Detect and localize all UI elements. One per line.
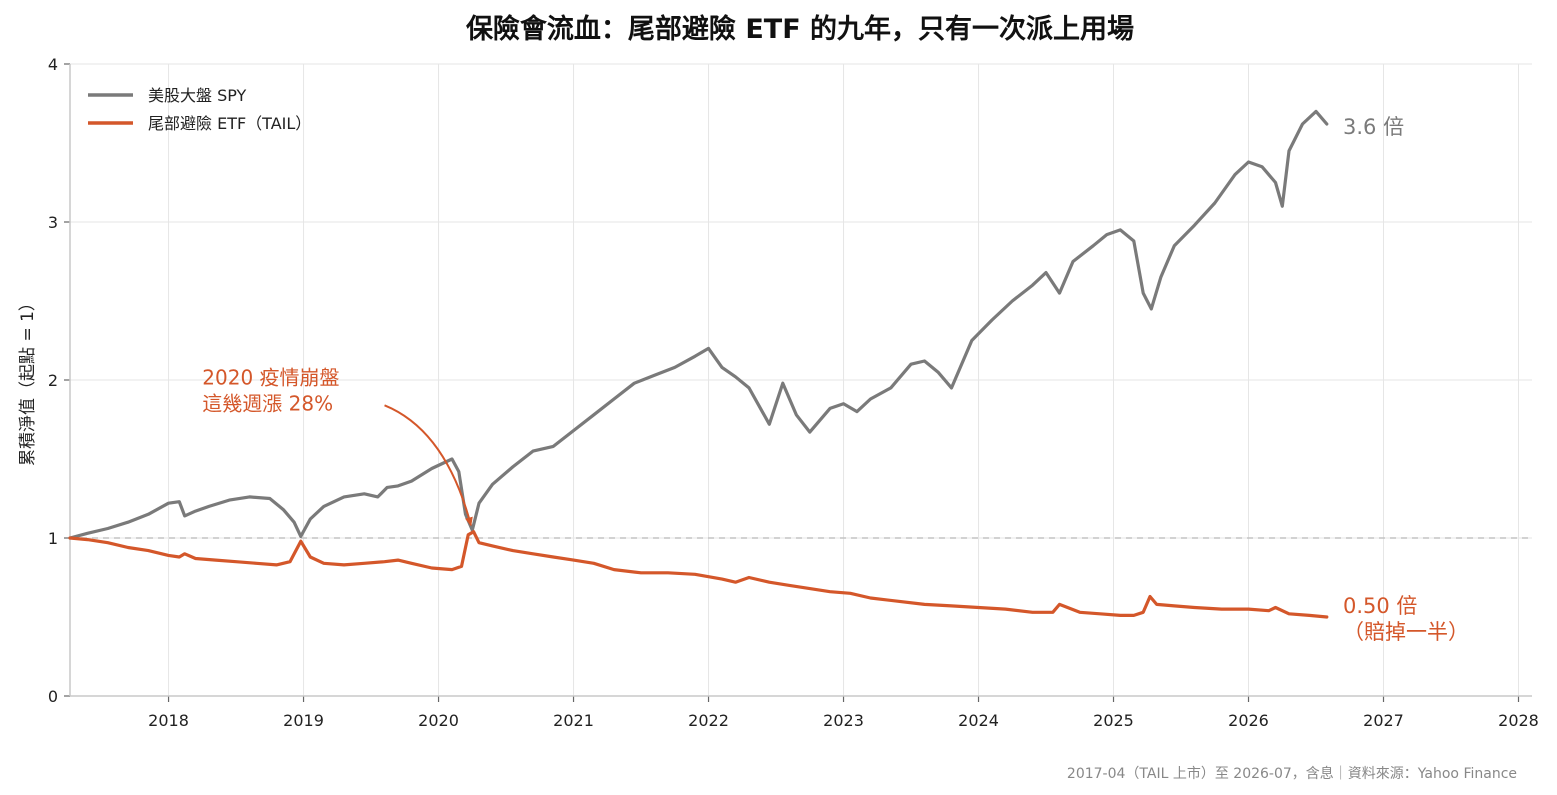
legend: 美股大盤 SPY 尾部避險 ETF（TAIL） xyxy=(88,86,311,133)
x-tick-label-2027: 2027 xyxy=(1363,711,1404,730)
grid-lines xyxy=(70,63,1532,697)
x-tick-label-2020: 2020 xyxy=(418,711,459,730)
series-lines xyxy=(68,109,1329,619)
end-label-1-0: 0.50 倍 xyxy=(1343,594,1417,618)
y-axis-label: 累積淨值（起點 = 1） xyxy=(18,294,38,466)
series-line-1 xyxy=(68,530,1329,619)
end-label-0-0: 3.6 倍 xyxy=(1343,115,1404,139)
x-tick-label-2022: 2022 xyxy=(688,711,729,730)
x-tick-label-2019: 2019 xyxy=(283,711,324,730)
axes: 0 1 2 3 4 2018 2019 2020 2021 2022 2023 2024 2025 202… xyxy=(48,55,1539,730)
annotation-arrow-0 xyxy=(384,404,473,527)
x-tick-label-2021: 2021 xyxy=(553,711,594,730)
x-tick-label-2025: 2025 xyxy=(1093,711,1134,730)
x-tick-label-2028: 2028 xyxy=(1498,711,1539,730)
x-tick-label-2023: 2023 xyxy=(823,711,864,730)
legend-label-1: 尾部避險 ETF（TAIL） xyxy=(148,114,311,133)
x-tick-label-2026: 2026 xyxy=(1228,711,1269,730)
x-tick-label-2024: 2024 xyxy=(958,711,999,730)
end-label-1-1: （賠掉一半） xyxy=(1343,620,1469,644)
series-line-0 xyxy=(68,109,1329,540)
y-tick-label-1: 1 xyxy=(48,529,58,548)
chart-title: 保險會流血：尾部避險 ETF 的九年，只有一次派上用場 xyxy=(465,13,1134,45)
footer-source: 2017-04（TAIL 上市）至 2026-07，含息｜資料來源：Yahoo … xyxy=(1067,765,1517,782)
y-tick-label-2: 2 xyxy=(48,371,58,390)
annotation-text-0-0: 2020 疫情崩盤 xyxy=(202,366,339,390)
y-tick-label-0: 0 xyxy=(48,687,58,706)
x-tick-label-2018: 2018 xyxy=(148,711,189,730)
annotation-text-0-1: 這幾週漲 28% xyxy=(202,392,333,416)
legend-label-0: 美股大盤 SPY xyxy=(148,86,247,105)
y-tick-label-4: 4 xyxy=(48,55,58,74)
y-tick-label-3: 3 xyxy=(48,213,58,232)
